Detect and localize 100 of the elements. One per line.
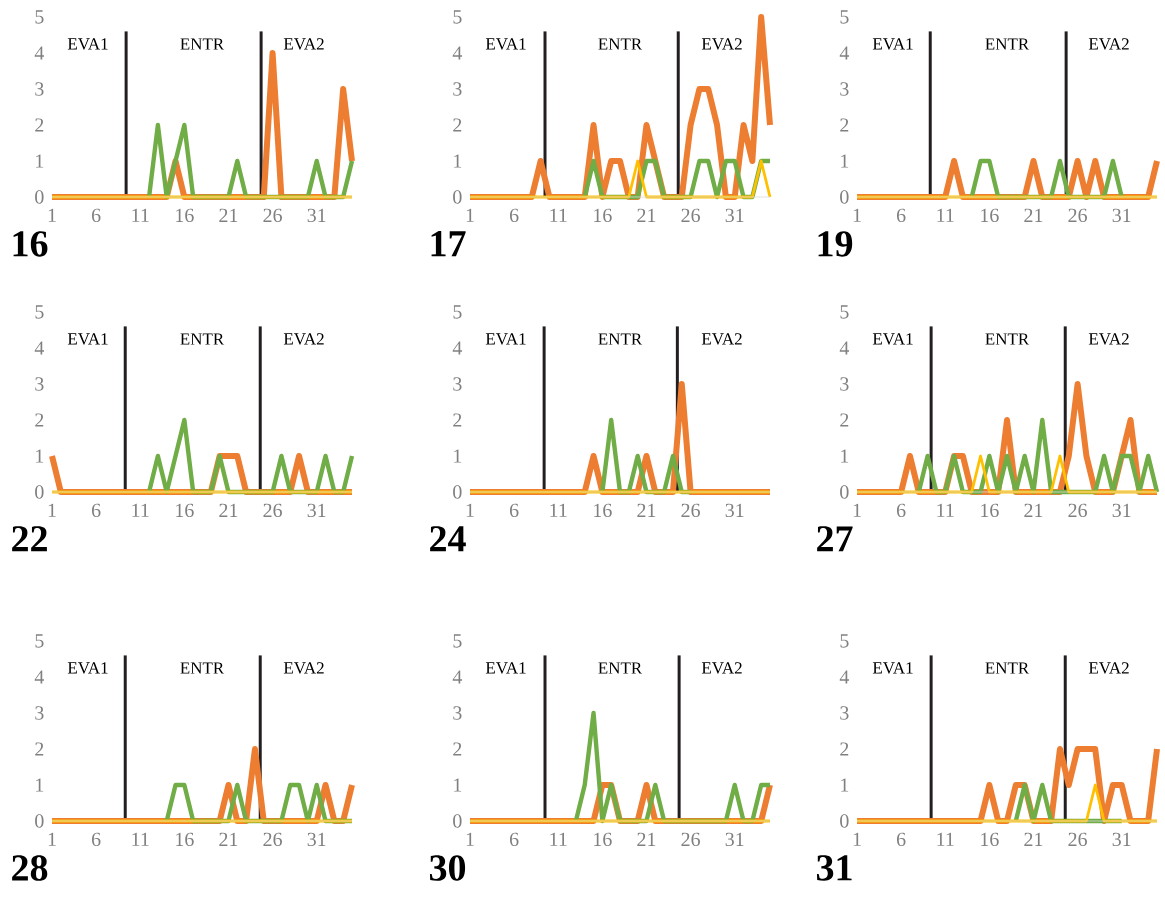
x-tick-label: 6 (896, 832, 906, 847)
x-tick-label: 11 (132, 503, 149, 517)
text: 16 (13, 231, 48, 257)
y-tick-label: 5 (453, 10, 462, 24)
x-tick-label: 1 (853, 832, 861, 846)
x-tick-label: 31 (307, 832, 326, 847)
y-tick-label: 1 (454, 154, 462, 168)
x-tick-label: 1 (853, 208, 861, 222)
y-tick-label: 2 (840, 742, 849, 756)
y-tick-label: 2 (35, 742, 44, 756)
x-tick-label: 16 (594, 503, 612, 518)
x-tick-label: 11 (550, 208, 567, 222)
x-tick-label: 1 (466, 208, 474, 222)
annotation: EVA2 (283, 333, 324, 345)
x-tick-label: 21 (637, 503, 656, 517)
annotation: EVA2 (701, 38, 742, 50)
x-tick-label: 21 (637, 832, 656, 846)
y-tick-label: 0 (840, 814, 849, 828)
annotation: ENTR (598, 333, 643, 345)
x-tick-label: 1 (466, 503, 474, 517)
x-tick-label: 16 (981, 208, 999, 223)
y-tick-label: 4 (452, 341, 463, 355)
y-tick-label: 1 (454, 778, 462, 792)
y-tick-label: 3 (453, 377, 462, 391)
text: 28 (12, 855, 48, 881)
x-tick-label: 6 (509, 503, 519, 518)
annotation: EVA2 (283, 38, 324, 50)
y-tick-label: 0 (453, 190, 462, 204)
x-tick-label: 31 (1112, 503, 1131, 518)
y-tick-label: 4 (839, 341, 850, 355)
y-tick-label: 5 (35, 634, 44, 648)
x-tick-label: 11 (937, 832, 954, 846)
annotation: EVA1 (485, 38, 526, 50)
y-tick-label: 0 (35, 190, 44, 204)
y-tick-label: 5 (453, 305, 462, 319)
y-tick-label: 2 (453, 742, 462, 756)
text: 27 (817, 526, 853, 552)
x-tick-label: 31 (307, 208, 326, 223)
x-tick-label: 1 (48, 208, 56, 222)
y-tick-label: 1 (36, 778, 44, 792)
y-tick-label: 0 (35, 814, 44, 828)
x-tick-label: 31 (1112, 208, 1131, 223)
y-tick-label: 0 (840, 190, 849, 204)
y-tick-label: 2 (35, 118, 44, 132)
y-tick-label: 0 (840, 485, 849, 499)
x-tick-label: 16 (594, 208, 612, 223)
y-tick-label: 4 (34, 670, 45, 684)
x-tick-label: 1 (48, 832, 56, 846)
x-tick-label: 21 (219, 503, 238, 517)
y-tick-label: 4 (452, 46, 463, 60)
x-tick-label: 26 (1068, 503, 1088, 518)
x-tick-label: 26 (681, 208, 700, 223)
y-tick-label: 1 (36, 449, 44, 463)
x-tick-label: 16 (176, 208, 194, 223)
annotation: ENTR (180, 333, 225, 345)
annotation: EVA1 (67, 333, 108, 345)
x-tick-label: 26 (681, 832, 700, 847)
y-tick-label: 4 (839, 670, 850, 684)
annotation: ENTR (180, 662, 225, 674)
y-tick-label: 2 (840, 413, 849, 427)
annotation: EVA1 (67, 38, 108, 50)
x-tick-label: 11 (550, 832, 567, 846)
y-tick-label: 0 (453, 814, 462, 828)
x-tick-label: 1 (853, 503, 861, 517)
x-tick-label: 21 (637, 208, 656, 222)
y-tick-label: 3 (35, 377, 44, 391)
annotation: ENTR (985, 333, 1030, 345)
y-tick-label: 5 (840, 634, 849, 648)
x-tick-label: 11 (132, 832, 149, 846)
y-tick-label: 2 (35, 413, 44, 427)
y-tick-label: 4 (839, 46, 850, 60)
y-tick-label: 3 (840, 377, 849, 391)
y-tick-label: 4 (452, 670, 463, 684)
y-tick-label: 1 (841, 154, 849, 168)
annotation: EVA2 (1088, 38, 1129, 50)
x-tick-label: 11 (937, 208, 954, 222)
text: 17 (431, 231, 466, 257)
annotation: ENTR (598, 38, 643, 50)
annotation: EVA2 (1088, 333, 1129, 345)
annotation: ENTR (985, 38, 1030, 50)
x-tick-label: 6 (509, 208, 519, 223)
y-tick-label: 0 (35, 485, 44, 499)
y-tick-label: 1 (841, 449, 849, 463)
annotation: EVA2 (701, 333, 742, 345)
x-tick-label: 16 (981, 832, 999, 847)
y-tick-label: 1 (841, 778, 849, 792)
annotation: EVA2 (701, 662, 742, 674)
x-tick-label: 31 (1112, 832, 1131, 847)
y-tick-label: 0 (453, 485, 462, 499)
x-tick-label: 31 (725, 832, 744, 847)
x-tick-label: 31 (307, 503, 326, 518)
x-tick-label: 6 (91, 208, 101, 223)
annotation: ENTR (985, 662, 1030, 674)
y-tick-label: 2 (840, 118, 849, 132)
annotation: ENTR (598, 662, 643, 674)
text: 22 (12, 526, 47, 552)
y-tick-label: 1 (454, 449, 462, 463)
x-tick-label: 16 (594, 832, 612, 847)
x-tick-label: 6 (896, 503, 906, 518)
y-tick-label: 5 (453, 634, 462, 648)
